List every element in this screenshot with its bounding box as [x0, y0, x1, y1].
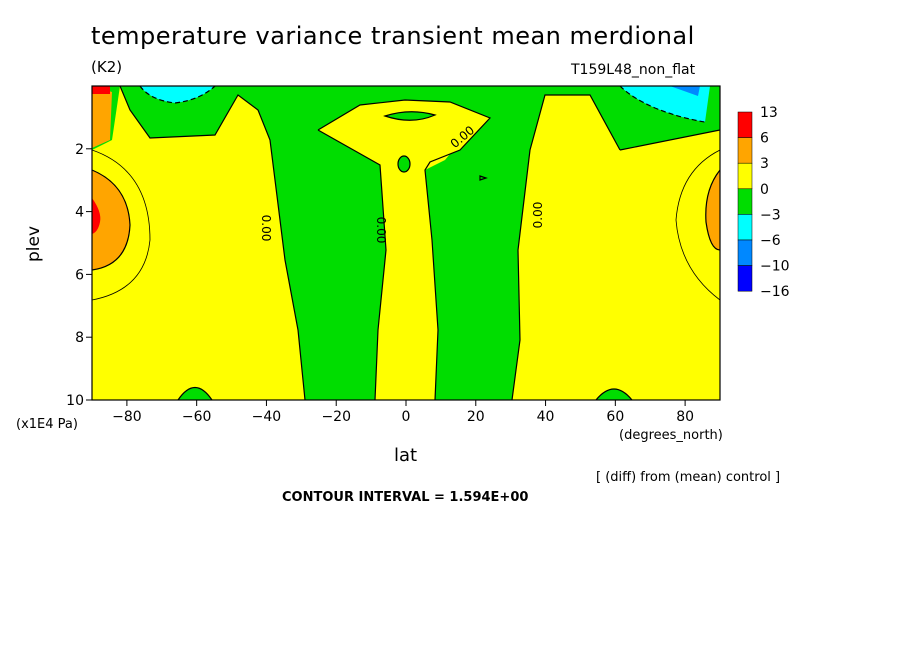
x-tick-label: −80 [112, 409, 142, 425]
y-tick-label: 6 [75, 267, 84, 283]
legend-level-label: 0 [760, 182, 769, 198]
legend-swatch [737, 265, 753, 292]
contour-value-label: 0.00 [531, 202, 545, 229]
contour-lines [92, 86, 720, 400]
x-axis-unit: (degrees_north) [619, 428, 723, 443]
x-tick-label: 20 [467, 409, 485, 425]
contour-fill [92, 86, 720, 400]
contour-label-group: 0.00 0.000.000.00 [259, 123, 545, 243]
legend-swatch [737, 162, 753, 190]
units-label: (K2) [91, 58, 123, 76]
y-axis-unit: (x1E4 Pa) [16, 417, 78, 432]
legend-swatch [737, 188, 753, 215]
y-tick-label: 4 [75, 205, 84, 221]
legend-level-label: 3 [760, 156, 769, 172]
y-tick-label: 2 [75, 142, 84, 158]
legend-level-label: −10 [760, 259, 790, 275]
y-tick-label: 10 [66, 393, 84, 409]
legend-swatch [737, 137, 753, 164]
x-tick-label: −40 [252, 409, 282, 425]
contour-interval: CONTOUR INTERVAL = 1.594E+00 [282, 490, 529, 505]
legend-level-label: −3 [760, 207, 781, 223]
x-tick-label: 40 [537, 409, 555, 425]
legend-level-label: 6 [760, 131, 769, 147]
legend-swatch [737, 214, 753, 241]
y-tick-label: 8 [75, 330, 84, 346]
run-label: T159L48_non_flat [571, 62, 696, 78]
x-tick-label: −60 [182, 409, 212, 425]
contour-value-label: 0.00 [374, 217, 388, 244]
chart-title: temperature variance transient mean merd… [91, 22, 695, 50]
legend-level-label: −6 [760, 233, 781, 249]
y-axis-ticks: 2 4 6 8 10 [66, 142, 92, 409]
x-tick-label: 60 [606, 409, 624, 425]
diff-note: [ (diff) from (mean) control ] [596, 470, 781, 485]
contour-value-label: 0.00 [259, 215, 273, 242]
legend-level-label: 13 [760, 105, 778, 121]
x-tick-label: 0 [402, 409, 411, 425]
color-legend: 13 6 3 0 −3 −6 −10 −16 [737, 105, 790, 300]
legend-level-label: −16 [760, 284, 790, 300]
legend-swatch [737, 239, 753, 266]
legend-swatch [737, 111, 753, 138]
x-tick-label: 80 [676, 409, 694, 425]
x-axis-ticks: −80 −60 −40 −20 0 20 40 60 80 [112, 400, 694, 425]
x-tick-label: −20 [321, 409, 351, 425]
x-axis-label: lat [394, 445, 418, 466]
